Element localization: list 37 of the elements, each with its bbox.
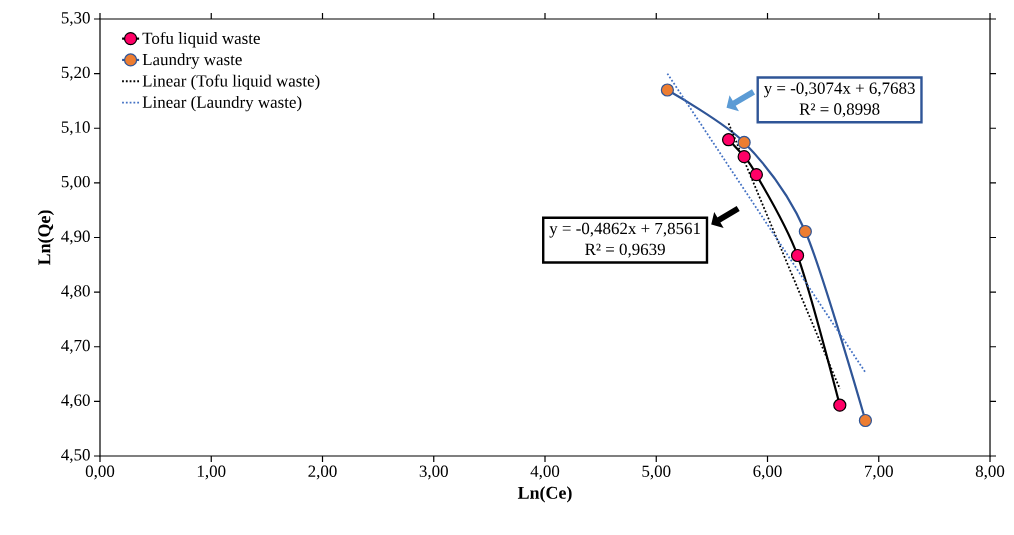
point <box>660 83 674 97</box>
y-tick-label: 5,00 <box>61 175 90 190</box>
annotation: R² = 0,9639 <box>585 243 665 258</box>
y-tick-label: 4,60 <box>61 394 90 409</box>
legend-label: Linear (Tofu liquid waste) <box>142 74 320 91</box>
legend-label: Linear (Laundry waste) <box>142 95 302 112</box>
annotation: R² = 0,8998 <box>799 103 880 118</box>
point <box>833 398 847 412</box>
y-tick-label: 4,50 <box>61 449 90 463</box>
x-axis-title: Ln(Ce) <box>517 486 572 503</box>
y-axis-title: Ln(Qe) <box>37 210 54 266</box>
x-tick-label: 3,00 <box>419 465 448 480</box>
legend-label: Laundry waste <box>142 53 242 69</box>
annotation: y = -0,4862x + 7,8561 <box>549 222 700 238</box>
x-tick-label: 7,00 <box>865 465 893 480</box>
y-tick-label: 4,90 <box>61 230 90 245</box>
point <box>749 168 763 182</box>
x-tick-label: 2,00 <box>308 465 337 480</box>
point <box>721 133 736 147</box>
x-tick-label: 8,00 <box>975 465 1005 480</box>
x-tick-label: 5,00 <box>642 465 671 480</box>
annotation: y = -0,3074x + 6,7683 <box>763 82 915 98</box>
y-tick-label: 5,20 <box>61 66 90 81</box>
legend-label: Tofu liquid waste <box>142 31 260 48</box>
x-tick-label: 4,00 <box>530 465 560 480</box>
x-tick-label: 1,00 <box>197 465 226 480</box>
point <box>798 224 812 239</box>
y-tick-label: 5,30 <box>61 12 90 26</box>
point <box>737 135 751 150</box>
y-tick-label: 5,10 <box>61 121 90 136</box>
point <box>858 413 873 428</box>
x-tick-label: 0,00 <box>85 465 115 480</box>
y-tick-label: 4,70 <box>61 339 90 354</box>
y-tick-label: 4,80 <box>61 285 90 300</box>
point <box>790 248 805 263</box>
x-tick-label: 6,00 <box>753 465 782 480</box>
point <box>737 150 751 164</box>
